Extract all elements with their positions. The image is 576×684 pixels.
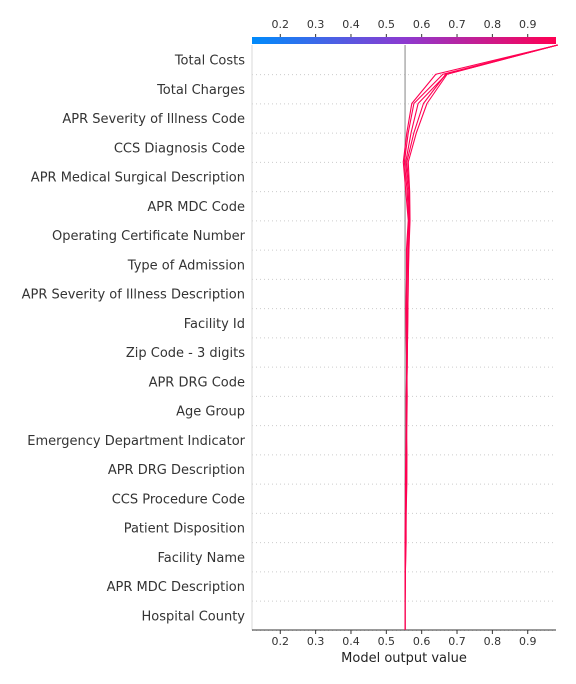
bottom-tick-label: 0.9 [519,635,537,648]
feature-label: Facility Id [184,317,245,332]
decision-line [404,44,558,630]
top-tick-label: 0.5 [378,18,396,31]
bottom-tick-label: 0.2 [272,635,290,648]
top-axis: 0.2 0.3 0.4 0.5 0.6 0.7 0.8 0.9 [272,18,537,37]
feature-label: APR Medical Surgical Description [31,171,245,186]
decision-line [404,44,558,630]
feature-label: Hospital County [142,609,246,624]
feature-label: APR Severity of Illness Code [62,112,245,127]
feature-label: Zip Code - 3 digits [126,346,245,361]
decision-lines [402,44,558,630]
bottom-tick-label: 0.8 [484,635,502,648]
top-tick-label: 0.7 [448,18,466,31]
bottom-axis: 0.2 0.3 0.4 0.5 0.6 0.7 0.8 0.9 [272,630,537,648]
bottom-tick-label: 0.4 [342,635,360,648]
top-tick-label: 0.2 [272,18,290,31]
feature-label: APR DRG Description [108,463,245,478]
feature-label: Total Charges [156,83,245,98]
output-colorbar [252,37,556,44]
bottom-tick-label: 0.5 [378,635,396,648]
bottom-tick-label: 0.7 [448,635,466,648]
feature-label: APR Severity of Illness Description [22,288,245,303]
top-tick-label: 0.6 [413,18,431,31]
feature-label: Total Costs [174,54,245,69]
feature-label: APR MDC Code [147,200,245,215]
feature-label: Age Group [176,405,245,420]
top-tick-label: 0.3 [307,18,325,31]
feature-labels: Total Costs Total Charges APR Severity of … [22,54,246,625]
feature-label: Emergency Department Indicator [27,434,245,449]
feature-label: Facility Name [157,551,245,566]
feature-label: Type of Admission [127,258,245,273]
top-tick-label: 0.9 [519,18,537,31]
feature-label: APR MDC Description [107,580,245,595]
top-tick-label: 0.4 [342,18,360,31]
decision-line [404,44,558,630]
bottom-tick-label: 0.3 [307,635,325,648]
feature-label: Operating Certificate Number [52,229,246,244]
feature-label: Patient Disposition [124,522,245,537]
feature-label: APR DRG Code [149,375,245,390]
decision-line [403,44,558,630]
feature-label: CCS Procedure Code [112,492,245,507]
x-axis-title: Model output value [341,651,467,666]
bottom-tick-label: 0.6 [413,635,431,648]
top-tick-label: 0.8 [484,18,502,31]
feature-label: CCS Diagnosis Code [114,141,245,156]
